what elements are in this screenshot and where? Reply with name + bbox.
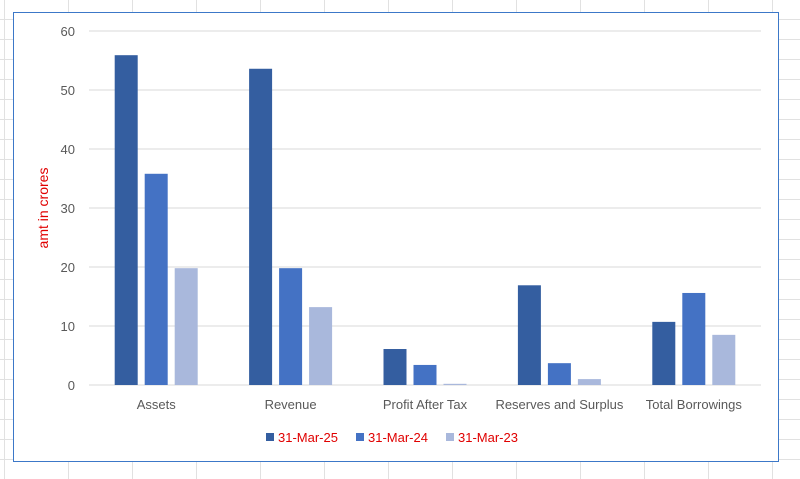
y-tick-label: 40 — [61, 142, 75, 157]
bar-31-Mar-24 — [279, 268, 303, 385]
legend-label: 31-Mar-23 — [458, 430, 518, 445]
chart-area[interactable]: 0 10 20 30 40 50 60 amt in crores Assets Revenue P… — [13, 12, 779, 462]
y-tick-label: 50 — [61, 83, 75, 98]
bar-chart: 0 10 20 30 40 50 60 amt in crores Assets Revenue P… — [35, 24, 761, 445]
bar-31-Mar-25 — [652, 321, 676, 385]
x-tick-label: Profit After Tax — [383, 397, 468, 412]
bar-31-Mar-24 — [682, 292, 706, 385]
x-tick-label: Assets — [137, 397, 177, 412]
legend-label: 31-Mar-25 — [278, 430, 338, 445]
bar-31-Mar-25 — [383, 349, 407, 385]
y-tick-label: 30 — [61, 201, 75, 216]
y-axis-title: amt in crores — [35, 168, 51, 249]
x-tick-label: Reserves and Surplus — [495, 397, 623, 412]
bar-31-Mar-24 — [144, 173, 168, 385]
bar-31-Mar-23 — [577, 379, 601, 385]
bar-31-Mar-24 — [413, 364, 437, 385]
bar-31-Mar-23 — [712, 334, 736, 385]
bar-31-Mar-25 — [517, 285, 541, 385]
x-tick-label: Revenue — [265, 397, 317, 412]
bar-31-Mar-23 — [443, 383, 467, 385]
bar-31-Mar-24 — [547, 363, 571, 385]
bar-31-Mar-23 — [174, 268, 198, 385]
bar-31-Mar-25 — [114, 55, 138, 385]
legend-swatch — [356, 433, 364, 441]
x-tick-label: Total Borrowings — [646, 397, 743, 412]
y-tick-label: 0 — [68, 378, 75, 393]
bar-31-Mar-25 — [249, 68, 273, 385]
bar-31-Mar-23 — [309, 307, 333, 385]
legend-label: 31-Mar-24 — [368, 430, 428, 445]
legend-swatch — [266, 433, 274, 441]
y-tick-label: 60 — [61, 24, 75, 39]
y-tick-label: 10 — [61, 319, 75, 334]
legend-swatch — [446, 433, 454, 441]
y-tick-label: 20 — [61, 260, 75, 275]
